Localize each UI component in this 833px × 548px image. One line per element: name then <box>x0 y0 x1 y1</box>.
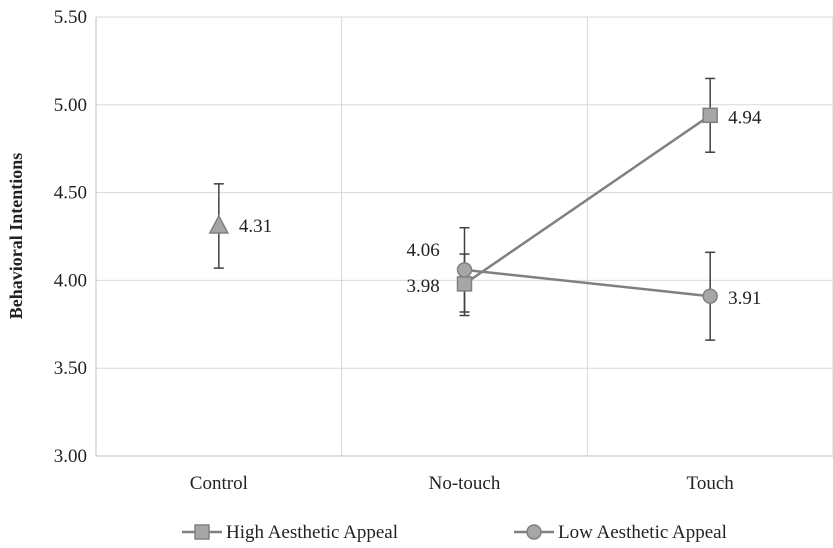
legend: High Aesthetic Appeal Low Aesthetic Appea… <box>182 522 727 543</box>
legend-label: Low Aesthetic Appeal <box>558 522 727 543</box>
series-layer: 4.31 3.98 4.94 4.06 3.91 <box>210 78 762 340</box>
legend-circle-icon <box>527 525 541 539</box>
data-point-high <box>703 108 717 122</box>
data-point-low <box>703 289 717 303</box>
control-marker <box>210 216 228 233</box>
y-tick-label: 4.00 <box>54 270 87 291</box>
legend-label: High Aesthetic Appeal <box>226 522 398 543</box>
y-tick-label: 5.50 <box>54 7 87 28</box>
y-tick-label: 4.50 <box>54 183 87 204</box>
y-axis-label: Behavioral Intentions <box>6 153 26 320</box>
x-tick-label: No-touch <box>429 473 501 494</box>
y-tick-label: 3.50 <box>54 358 87 379</box>
legend-square-icon <box>195 525 209 539</box>
legend-item-low: Low Aesthetic Appeal <box>514 522 727 543</box>
x-tick-label: Touch <box>687 473 735 494</box>
y-tick-label: 3.00 <box>54 446 87 467</box>
data-label-high: 4.94 <box>728 107 762 128</box>
data-label-low: 3.91 <box>728 288 761 309</box>
data-point-high <box>458 277 472 291</box>
x-tick-label: Control <box>190 473 248 494</box>
control-data-label: 4.31 <box>239 216 272 237</box>
y-axis-tick-labels: 3.00 3.50 4.00 4.50 5.00 5.50 <box>54 7 87 467</box>
data-label-high: 3.98 <box>407 276 440 297</box>
x-axis-tick-labels: Control No-touch Touch <box>190 473 734 494</box>
y-tick-label: 5.00 <box>54 95 87 116</box>
data-point-low <box>458 263 472 277</box>
data-label-low: 4.06 <box>407 240 440 261</box>
legend-item-high: High Aesthetic Appeal <box>182 522 398 543</box>
